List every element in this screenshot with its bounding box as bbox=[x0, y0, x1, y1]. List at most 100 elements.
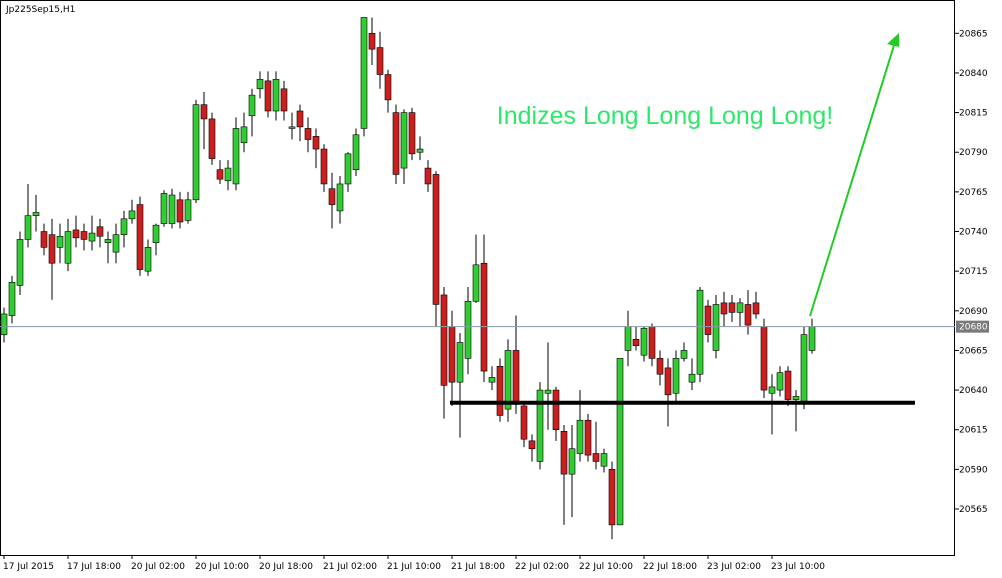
candle-body bbox=[208, 118, 216, 159]
candle-body bbox=[760, 326, 768, 391]
candle-body bbox=[64, 231, 72, 264]
candle-body bbox=[152, 224, 160, 243]
candle-body bbox=[512, 350, 520, 405]
candle-body bbox=[728, 302, 736, 313]
candle-body bbox=[712, 304, 720, 351]
candle-body bbox=[688, 373, 696, 383]
candle-body bbox=[288, 126, 296, 129]
candle-body bbox=[808, 326, 816, 351]
candle-body bbox=[392, 112, 400, 175]
candle-body bbox=[192, 104, 200, 201]
candle-body bbox=[640, 327, 648, 356]
candle-body bbox=[32, 212, 40, 216]
annotation: Indizes Long Long Long Long! bbox=[497, 102, 833, 130]
current-price-box bbox=[956, 320, 989, 333]
candle-body bbox=[328, 188, 336, 205]
candle-body bbox=[472, 264, 480, 302]
candle-body bbox=[632, 339, 640, 346]
candle-body bbox=[248, 94, 256, 117]
candle-body bbox=[488, 377, 496, 383]
candle-body bbox=[752, 302, 760, 315]
candle-body bbox=[104, 239, 112, 243]
candle-body bbox=[680, 350, 688, 359]
y-tick-label: 20865 bbox=[959, 29, 988, 39]
candle-body bbox=[416, 148, 424, 153]
candle-body bbox=[496, 365, 504, 416]
candle-body bbox=[776, 372, 784, 391]
candle-body bbox=[280, 88, 288, 112]
y-tick-label: 20765 bbox=[959, 188, 988, 198]
candle-body bbox=[8, 281, 16, 316]
y-tick-label: 20790 bbox=[959, 148, 988, 158]
candle-body bbox=[144, 247, 152, 272]
candle-body bbox=[792, 396, 800, 400]
candle-body bbox=[368, 32, 376, 50]
candle-body bbox=[272, 78, 280, 112]
candle-body bbox=[528, 440, 536, 450]
x-tick-label: 20 Jul 10:00 bbox=[195, 562, 249, 572]
candle-body bbox=[128, 210, 136, 220]
candle-body bbox=[0, 313, 8, 335]
candle-body bbox=[704, 305, 712, 335]
candle-body bbox=[80, 231, 88, 240]
candle-body bbox=[160, 193, 168, 224]
x-tick-label: 23 Jul 10:00 bbox=[771, 562, 825, 572]
candle-body bbox=[176, 199, 184, 223]
x-tick-label: 22 Jul 02:00 bbox=[515, 562, 569, 572]
candle-body bbox=[504, 350, 512, 410]
candle-body bbox=[96, 226, 104, 237]
candle-body bbox=[584, 419, 592, 456]
y-tick-label: 20640 bbox=[959, 386, 988, 396]
x-tick-label: 20 Jul 18:00 bbox=[259, 562, 313, 572]
candle-body bbox=[16, 239, 24, 286]
x-tick-label: 23 Jul 02:00 bbox=[707, 562, 761, 572]
candle-body bbox=[304, 128, 312, 140]
x-tick-label: 21 Jul 18:00 bbox=[451, 562, 505, 572]
candle-body bbox=[672, 358, 680, 394]
x-tick-label: 20 Jul 02:00 bbox=[131, 562, 185, 572]
candle-body bbox=[232, 128, 240, 185]
candle-body bbox=[784, 370, 792, 400]
candles bbox=[0, 17, 816, 540]
candle-body bbox=[136, 204, 144, 270]
candle-body bbox=[408, 112, 416, 155]
y-tick-label: 20840 bbox=[959, 69, 988, 79]
candle-body bbox=[376, 47, 384, 75]
candle-body bbox=[600, 453, 608, 467]
candle-body bbox=[168, 194, 176, 224]
candle-body bbox=[456, 342, 464, 383]
candle-body bbox=[336, 183, 344, 212]
y-tick-label: 20815 bbox=[959, 109, 988, 119]
candle-body bbox=[112, 234, 120, 253]
candle-body bbox=[560, 431, 568, 475]
candle-body bbox=[576, 419, 584, 454]
y-tick-label: 20590 bbox=[959, 465, 988, 475]
x-tick-label: 21 Jul 02:00 bbox=[323, 562, 377, 572]
candle-body bbox=[48, 234, 56, 264]
candle-body bbox=[648, 326, 656, 359]
candle-body bbox=[120, 218, 128, 235]
y-tick-label: 20740 bbox=[959, 228, 988, 238]
candle-body bbox=[264, 80, 272, 112]
candle-body bbox=[424, 167, 432, 185]
y-tick-label: 20665 bbox=[959, 346, 988, 356]
candle-body bbox=[240, 126, 248, 144]
candle-body bbox=[616, 358, 624, 526]
y-tick-label: 20565 bbox=[959, 505, 988, 515]
candle-body bbox=[768, 386, 776, 394]
candle-body bbox=[592, 453, 600, 462]
candle-body bbox=[224, 167, 232, 182]
candle-body bbox=[736, 302, 744, 313]
candle-body bbox=[800, 334, 808, 402]
candle-body bbox=[256, 78, 264, 90]
candle-body bbox=[360, 17, 368, 129]
x-tick-label: 22 Jul 18:00 bbox=[643, 562, 697, 572]
candle-body bbox=[72, 229, 80, 239]
x-tick-label: 17 Jul 18:00 bbox=[67, 562, 121, 572]
candle-body bbox=[656, 358, 664, 375]
current-price-label: 20680 bbox=[959, 323, 988, 333]
candle-body bbox=[520, 405, 528, 440]
candle-body bbox=[696, 289, 704, 375]
candle-body bbox=[40, 231, 48, 248]
